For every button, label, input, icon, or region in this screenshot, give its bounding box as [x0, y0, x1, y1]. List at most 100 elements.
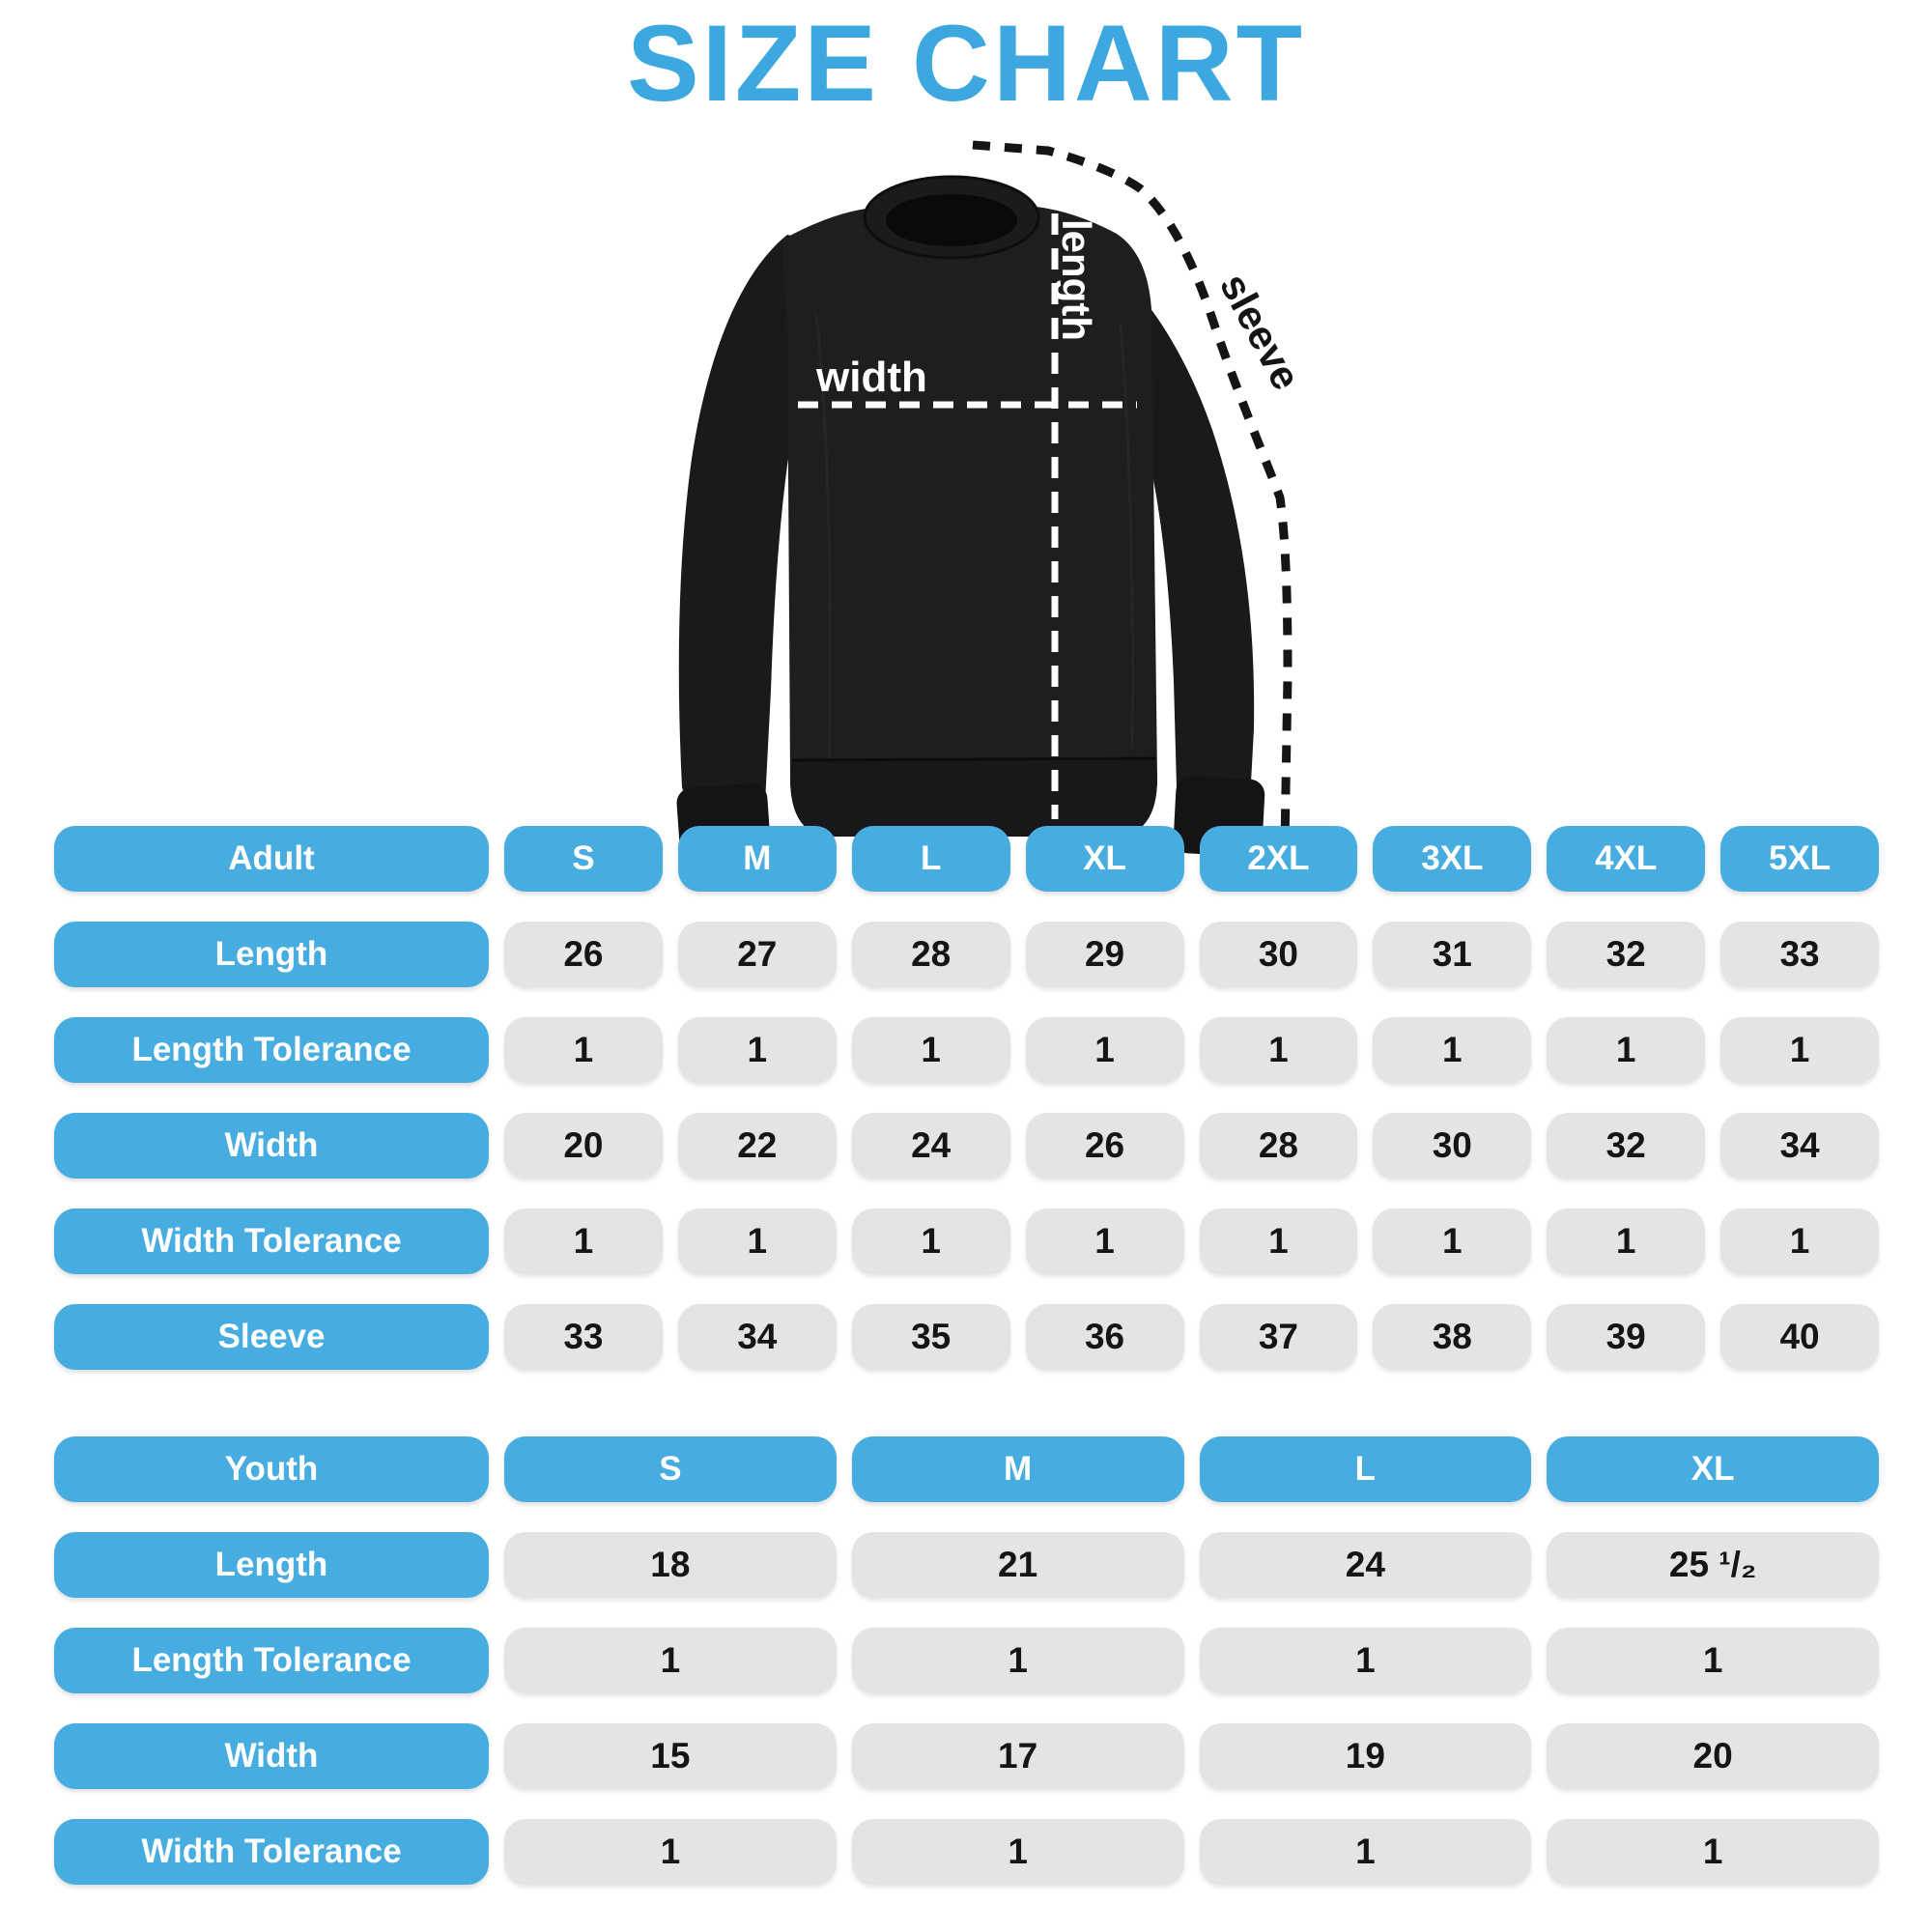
row-label-pill: Length Tolerance — [54, 1628, 489, 1693]
value-cell: 1 — [1025, 1017, 1184, 1083]
collar-inner — [886, 194, 1017, 246]
row-label-pill: Width — [54, 1723, 489, 1789]
table-row: Length Tolerance 1 1 1 1 — [54, 1628, 1879, 1693]
adult-table-header-row: Adult S M L XL 2XL 3XL 4XL 5XL — [54, 826, 1879, 892]
value-cell: 1 — [677, 1017, 837, 1083]
value-cell: 29 — [1025, 922, 1184, 987]
value-cell: 1 — [1199, 1208, 1358, 1274]
value-cell: 1 — [1373, 1208, 1532, 1274]
value-cell: 1 — [1720, 1208, 1879, 1274]
table-title-pill: Adult — [54, 826, 489, 892]
sweatshirt-figure: width length sleeve — [618, 111, 1314, 874]
value-cell: 1 — [504, 1819, 837, 1885]
value-cell: 32 — [1547, 922, 1706, 987]
value-cell: 1 — [504, 1628, 837, 1693]
table-title-pill: Youth — [54, 1436, 489, 1502]
value-cell: 27 — [677, 922, 837, 987]
value-cell: 1 — [1547, 1819, 1879, 1885]
value-cell: 1 — [851, 1628, 1184, 1693]
table-row: Length 26 27 28 29 30 31 32 33 — [54, 922, 1879, 987]
torso — [782, 206, 1157, 837]
value-cell: 25 ¹/₂ — [1547, 1532, 1879, 1598]
value-cell: 1 — [1373, 1017, 1532, 1083]
value-cell: 1 — [851, 1819, 1184, 1885]
sweatshirt-diagram: width length sleeve — [676, 140, 1310, 862]
size-column-header: 5XL — [1720, 826, 1879, 892]
table-row: Length 18 21 24 25 ¹/₂ — [54, 1532, 1879, 1598]
table-row: Width 15 17 19 20 — [54, 1723, 1879, 1789]
size-column-header: M — [677, 826, 837, 892]
value-cell: 30 — [1199, 922, 1358, 987]
value-cell: 1 — [504, 1017, 663, 1083]
hem-seam — [791, 756, 1156, 762]
value-cell: 37 — [1199, 1304, 1358, 1370]
row-label-pill: Width Tolerance — [54, 1819, 489, 1885]
size-column-header: M — [851, 1436, 1184, 1502]
youth-table-header-row: Youth S M L XL — [54, 1436, 1879, 1502]
value-cell: 1 — [1025, 1208, 1184, 1274]
value-cell: 1 — [1199, 1819, 1532, 1885]
value-cell: 1 — [1199, 1017, 1358, 1083]
sweatshirt-graphic — [676, 175, 1265, 862]
value-cell: 24 — [851, 1113, 1010, 1179]
value-cell: 22 — [677, 1113, 837, 1179]
value-cell: 36 — [1025, 1304, 1184, 1370]
table-row: Width 20 22 24 26 28 30 32 34 — [54, 1113, 1879, 1179]
size-column-header: S — [504, 1436, 837, 1502]
value-cell: 26 — [504, 922, 663, 987]
youth-size-table: Youth S M L XL Length 18 21 24 25 ¹/₂ Length Toler… — [54, 1436, 1879, 1915]
value-cell: 1 — [677, 1208, 837, 1274]
value-cell: 34 — [1720, 1113, 1879, 1179]
hem-band — [790, 758, 1157, 837]
size-column-header: L — [851, 826, 1010, 892]
value-cell: 24 — [1199, 1532, 1532, 1598]
adult-size-table: Adult S M L XL 2XL 3XL 4XL 5XL Length 26 27 28 29 30 31… — [54, 826, 1879, 1400]
size-column-header: S — [504, 826, 663, 892]
value-cell: 21 — [851, 1532, 1184, 1598]
value-cell: 20 — [1547, 1723, 1879, 1789]
row-label-pill: Length Tolerance — [54, 1017, 489, 1083]
size-column-header: 3XL — [1373, 826, 1532, 892]
value-cell: 38 — [1373, 1304, 1532, 1370]
row-label-pill: Width — [54, 1113, 489, 1179]
right-sleeve — [1072, 246, 1255, 787]
table-row: Width Tolerance 1 1 1 1 1 1 1 1 — [54, 1208, 1879, 1274]
size-column-header: XL — [1547, 1436, 1879, 1502]
value-cell: 1 — [504, 1208, 663, 1274]
value-cell: 1 — [1547, 1017, 1706, 1083]
size-column-header: L — [1199, 1436, 1532, 1502]
value-cell: 19 — [1199, 1723, 1532, 1789]
value-cell: 35 — [851, 1304, 1010, 1370]
value-cell: 31 — [1373, 922, 1532, 987]
value-cell: 18 — [504, 1532, 837, 1598]
value-cell: 26 — [1025, 1113, 1184, 1179]
value-cell: 33 — [504, 1304, 663, 1370]
value-cell: 30 — [1373, 1113, 1532, 1179]
table-row: Sleeve 33 34 35 36 37 38 39 40 — [54, 1304, 1879, 1370]
value-cell: 20 — [504, 1113, 663, 1179]
row-label-pill: Width Tolerance — [54, 1208, 489, 1274]
value-cell: 1 — [1547, 1628, 1879, 1693]
value-cell: 1 — [1720, 1017, 1879, 1083]
value-cell: 1 — [1547, 1208, 1706, 1274]
value-cell: 1 — [1199, 1628, 1532, 1693]
fold-line-left — [814, 313, 832, 769]
value-cell: 17 — [851, 1723, 1184, 1789]
value-cell: 28 — [851, 922, 1010, 987]
width-label: width — [815, 354, 927, 401]
value-cell: 33 — [1720, 922, 1879, 987]
value-cell: 1 — [851, 1208, 1010, 1274]
value-cell: 39 — [1547, 1304, 1706, 1370]
value-cell: 1 — [851, 1017, 1010, 1083]
row-label-pill: Length — [54, 1532, 489, 1598]
value-cell: 15 — [504, 1723, 837, 1789]
value-cell: 32 — [1547, 1113, 1706, 1179]
value-cell: 28 — [1199, 1113, 1358, 1179]
value-cell: 40 — [1720, 1304, 1879, 1370]
row-label-pill: Length — [54, 922, 489, 987]
sleeve-label: sleeve — [1211, 266, 1310, 396]
size-column-header: 2XL — [1199, 826, 1358, 892]
left-sleeve — [678, 235, 850, 803]
size-column-header: 4XL — [1547, 826, 1706, 892]
size-column-header: XL — [1025, 826, 1184, 892]
